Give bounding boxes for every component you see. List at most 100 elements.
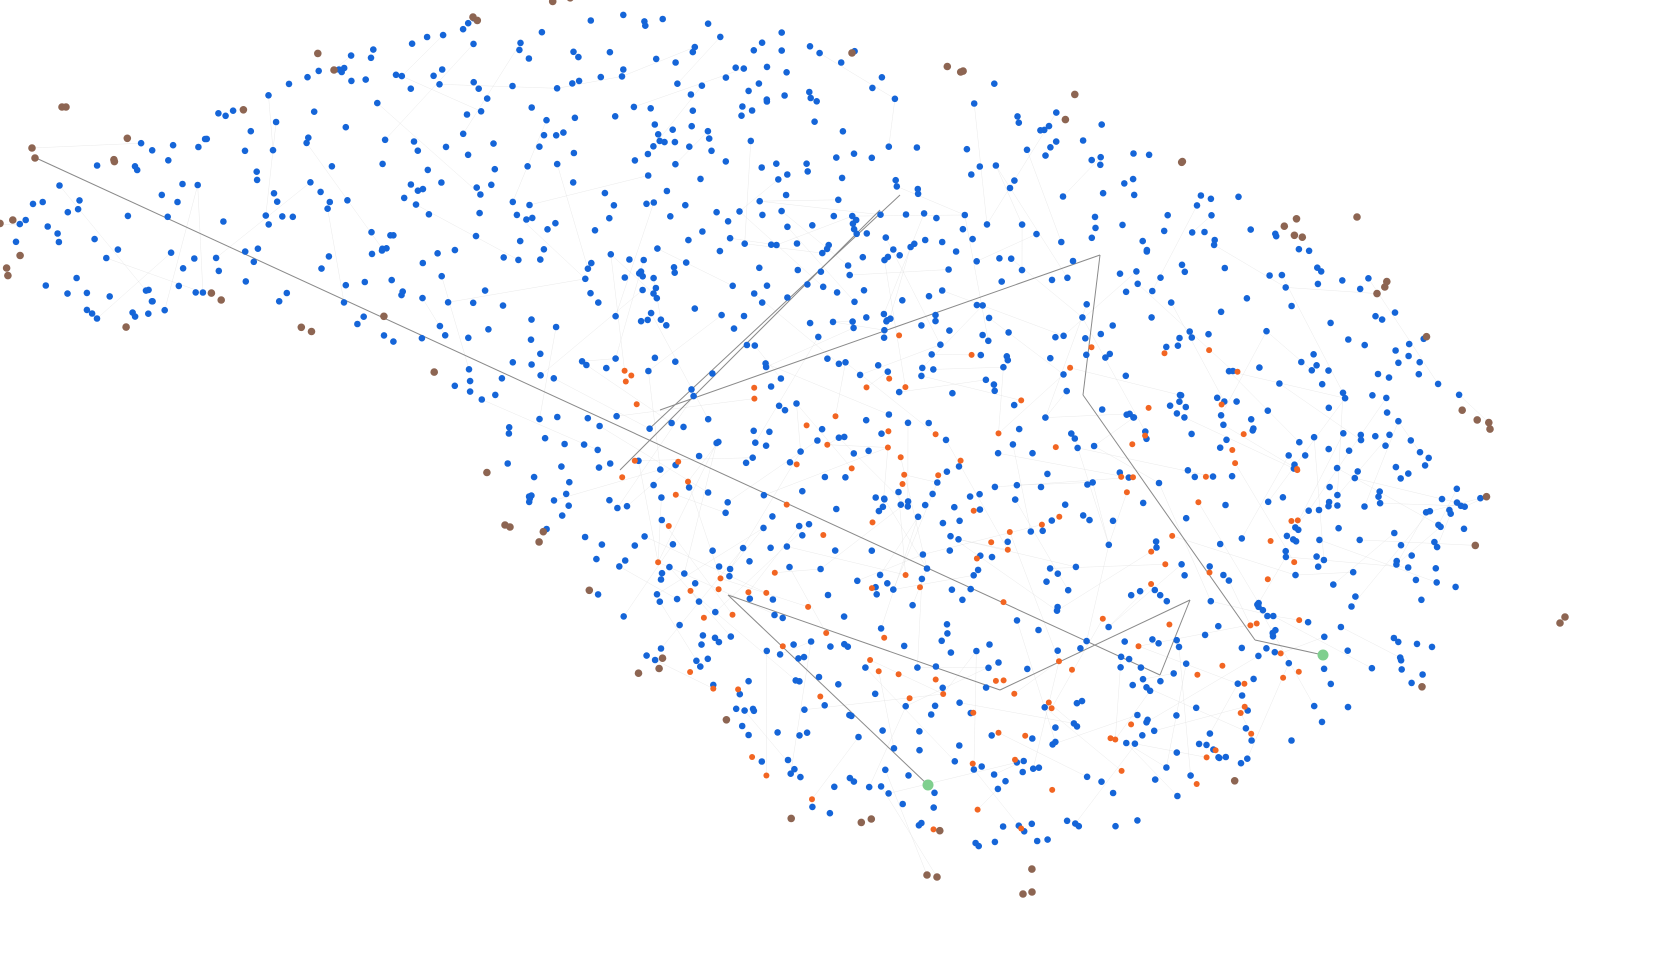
blue-node — [631, 157, 639, 164]
edge — [633, 68, 744, 108]
blue-node — [672, 358, 679, 366]
blue-node — [1383, 409, 1391, 416]
blue-node — [42, 282, 50, 289]
blue-node — [552, 132, 560, 139]
edge — [621, 46, 695, 77]
blue-node — [793, 240, 801, 247]
edge — [539, 326, 557, 420]
edge — [1146, 655, 1259, 723]
blue-node — [715, 563, 723, 570]
blue-node — [713, 208, 720, 216]
blue-node — [29, 200, 37, 208]
blue-node — [991, 80, 998, 87]
orange-node — [1288, 518, 1295, 524]
brown-node — [307, 327, 316, 336]
blue-node — [88, 310, 96, 317]
blue-node — [626, 256, 633, 263]
blue-node — [1438, 495, 1446, 503]
blue-node — [1314, 563, 1322, 570]
blue-node — [885, 790, 892, 797]
blue-node — [1397, 541, 1405, 549]
blue-node — [631, 542, 639, 549]
blue-node — [718, 311, 725, 319]
blue-node — [767, 241, 775, 248]
blue-node — [1247, 226, 1254, 233]
blue-node — [854, 577, 861, 585]
blue-node — [891, 95, 899, 103]
blue-node — [1184, 467, 1192, 474]
edge — [1074, 438, 1110, 545]
blue-node — [1326, 483, 1333, 491]
edge — [1281, 274, 1344, 393]
blue-node — [492, 391, 499, 399]
blue-node — [966, 493, 974, 500]
blue-node — [571, 114, 579, 122]
blue-node — [1238, 692, 1246, 699]
blue-node — [671, 138, 679, 146]
blue-node — [722, 509, 729, 517]
blue-node — [826, 809, 834, 817]
blue-node — [657, 466, 664, 473]
blue-node — [131, 163, 139, 170]
blue-node — [899, 800, 906, 808]
blue-node — [1084, 481, 1091, 488]
blue-node — [1285, 452, 1292, 459]
blue-node — [762, 360, 769, 367]
blue-node — [1029, 735, 1036, 742]
blue-node — [1396, 654, 1404, 661]
brown-node — [1292, 215, 1301, 223]
blue-node — [1207, 195, 1215, 203]
blue-node — [824, 591, 832, 599]
blue-node — [687, 91, 695, 98]
edge — [1285, 287, 1378, 294]
orange-node — [1148, 548, 1155, 555]
edge — [988, 317, 1064, 375]
blue-node — [550, 375, 558, 382]
blue-node — [438, 66, 446, 73]
blue-node — [1452, 583, 1459, 591]
edge — [1142, 673, 1174, 680]
blue-node — [760, 524, 767, 532]
edge — [729, 527, 764, 570]
blue-node — [645, 367, 652, 375]
orange-node — [968, 351, 975, 358]
blue-node — [129, 309, 136, 316]
blue-node — [1330, 581, 1337, 588]
blue-node — [594, 591, 602, 598]
blue-node — [1351, 474, 1359, 482]
orange-node — [1218, 401, 1225, 408]
blue-node — [325, 253, 333, 260]
blue-node — [975, 842, 982, 850]
brown-node — [1473, 416, 1481, 424]
orange-node — [973, 555, 980, 562]
orange-node — [1128, 721, 1135, 728]
blue-node — [653, 591, 661, 598]
blue-node — [265, 221, 273, 228]
blue-node — [783, 543, 791, 550]
blue-node — [862, 416, 870, 424]
blue-node — [554, 413, 561, 421]
brown-node — [1028, 888, 1036, 896]
edge — [780, 641, 812, 655]
blue-node — [1163, 597, 1171, 605]
blue-node — [1137, 664, 1145, 671]
blue-node — [921, 236, 929, 244]
blue-node — [1106, 350, 1114, 358]
blue-node — [946, 547, 954, 554]
blue-node — [1125, 655, 1133, 663]
blue-node — [1157, 274, 1164, 282]
blue-node — [1271, 648, 1279, 656]
blue-node — [1054, 570, 1062, 577]
blue-node — [947, 649, 955, 656]
blue-node — [538, 28, 546, 36]
edge — [879, 516, 919, 576]
blue-node — [1097, 161, 1104, 169]
blue-node — [1054, 647, 1061, 654]
brown-node — [1485, 418, 1493, 427]
blue-node — [1247, 416, 1255, 423]
blue-node — [348, 77, 355, 85]
blue-node — [1295, 245, 1303, 253]
orange-node — [885, 428, 892, 435]
edge — [973, 650, 977, 770]
green-node — [922, 779, 934, 791]
